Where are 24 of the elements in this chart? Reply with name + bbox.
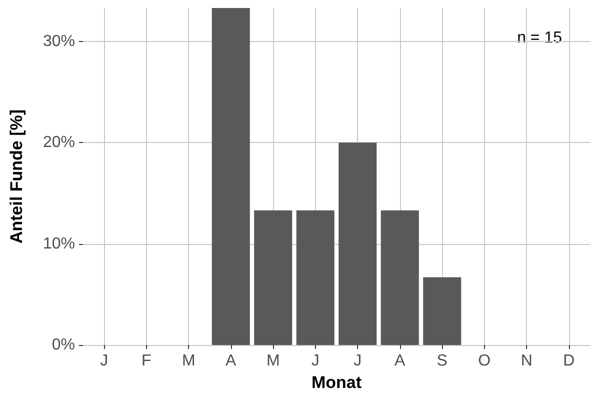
y-tick-label: 30% <box>42 32 75 50</box>
x-tick-label: O <box>478 352 491 370</box>
y-tick-label: 20% <box>42 134 75 152</box>
bar <box>254 210 292 345</box>
bar <box>212 8 250 345</box>
x-tick-label: J <box>311 352 320 370</box>
x-tick-label: S <box>436 352 448 370</box>
x-tick-label: D <box>563 352 575 370</box>
x-tick-label: M <box>182 352 196 370</box>
y-axis-title: Anteil Funde [%] <box>7 109 26 244</box>
x-tick-label: M <box>266 352 280 370</box>
y-tick-label: 10% <box>42 235 75 252</box>
x-tick-label: F <box>141 352 152 370</box>
bar <box>338 142 377 345</box>
bar <box>380 210 419 345</box>
bar <box>423 277 462 345</box>
x-tick-label: A <box>394 352 406 370</box>
x-tick-label: J <box>354 352 362 370</box>
x-axis-title: Monat <box>311 372 362 392</box>
bar <box>296 210 334 345</box>
x-tick-label: J <box>100 352 108 370</box>
y-tick-label: 0% <box>52 336 75 354</box>
x-tick-label: A <box>226 352 237 370</box>
x-tick-label: N <box>520 352 532 370</box>
